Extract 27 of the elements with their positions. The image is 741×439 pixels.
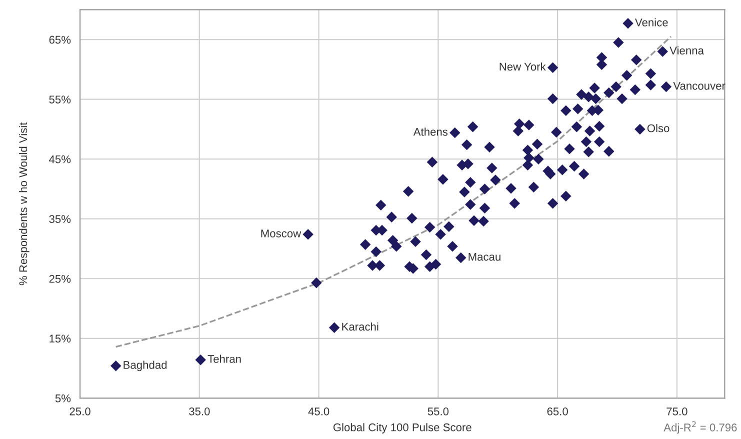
- annotation: Baghdad: [124, 360, 167, 372]
- y-tick-label: 35%: [49, 215, 71, 223]
- x-tick-label: 75.0: [666, 407, 688, 416]
- x-tick-label: 35.0: [189, 407, 210, 416]
- y-tick-label: 25%: [49, 274, 71, 283]
- annotation: Tehran: [208, 354, 241, 363]
- y-tick-label: 15%: [50, 334, 71, 343]
- annotation: Macau: [468, 252, 500, 261]
- x-tick-label: 25.0: [70, 407, 90, 416]
- text: Adj-R$^{2}$ = 0.796: [664, 421, 737, 434]
- y-tick-label: 55%: [49, 96, 71, 104]
- annotation: Moscow: [261, 230, 302, 238]
- x-tick-label: 55.0: [428, 407, 449, 416]
- annotation: New York: [500, 62, 546, 71]
- x-tick-label: 45.0: [308, 407, 330, 416]
- x-axis-title: Global City 100 Pulse Score: [333, 423, 472, 434]
- annotation: Olso: [647, 124, 670, 132]
- annotation: Vancouver: [673, 82, 726, 90]
- y-axis-title: % Respondents w ho Would Visit: [18, 122, 30, 286]
- y-tick-label: 5%: [55, 394, 71, 402]
- x-tick-label: 65.0: [547, 407, 568, 416]
- annotation: Karachi: [342, 322, 378, 331]
- annotation: Vienna: [670, 46, 704, 54]
- annotation: Athens: [413, 128, 448, 136]
- y-tick-label: 45%: [49, 155, 71, 164]
- y-tick-label: 65%: [49, 36, 71, 44]
- annotation: Venice: [634, 18, 668, 26]
